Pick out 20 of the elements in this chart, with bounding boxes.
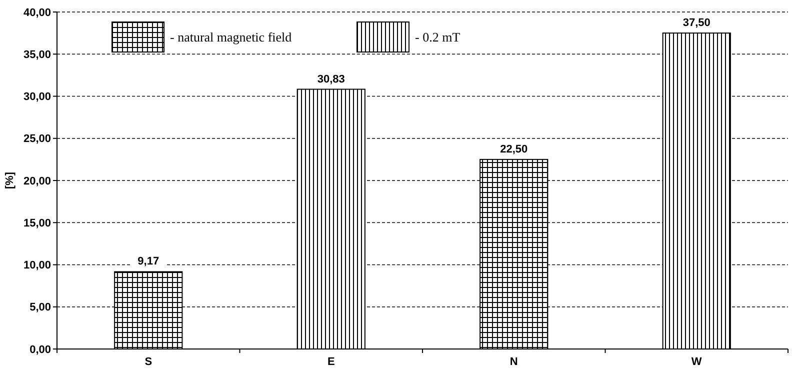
y-tick-label: 5,00: [30, 302, 51, 314]
y-axis-title: [%]: [4, 172, 16, 190]
y-tick-label: 35,00: [23, 48, 51, 61]
y-tick-label: 40,00: [23, 6, 51, 19]
x-tick-label: W: [691, 356, 702, 368]
legend-label: - natural magnetic field: [170, 30, 292, 45]
data-label: 30,83: [317, 73, 345, 86]
y-tick-label: 15,00: [23, 217, 51, 230]
data-label: 9,17: [138, 256, 160, 268]
y-tick-label: 10,00: [23, 260, 51, 272]
legend-label: - 0.2 mT: [415, 30, 460, 45]
data-label: 22,50: [500, 143, 528, 156]
x-tick-label: E: [327, 356, 335, 368]
y-tick-label: 25,00: [23, 133, 51, 146]
x-tick-label: N: [510, 356, 518, 368]
y-tick-label: 20,00: [23, 175, 51, 188]
data-label: 37,50: [682, 17, 710, 30]
y-tick-label: 30,00: [23, 91, 51, 104]
x-tick-label: S: [144, 356, 152, 368]
y-tick-label: 0,00: [30, 344, 51, 356]
